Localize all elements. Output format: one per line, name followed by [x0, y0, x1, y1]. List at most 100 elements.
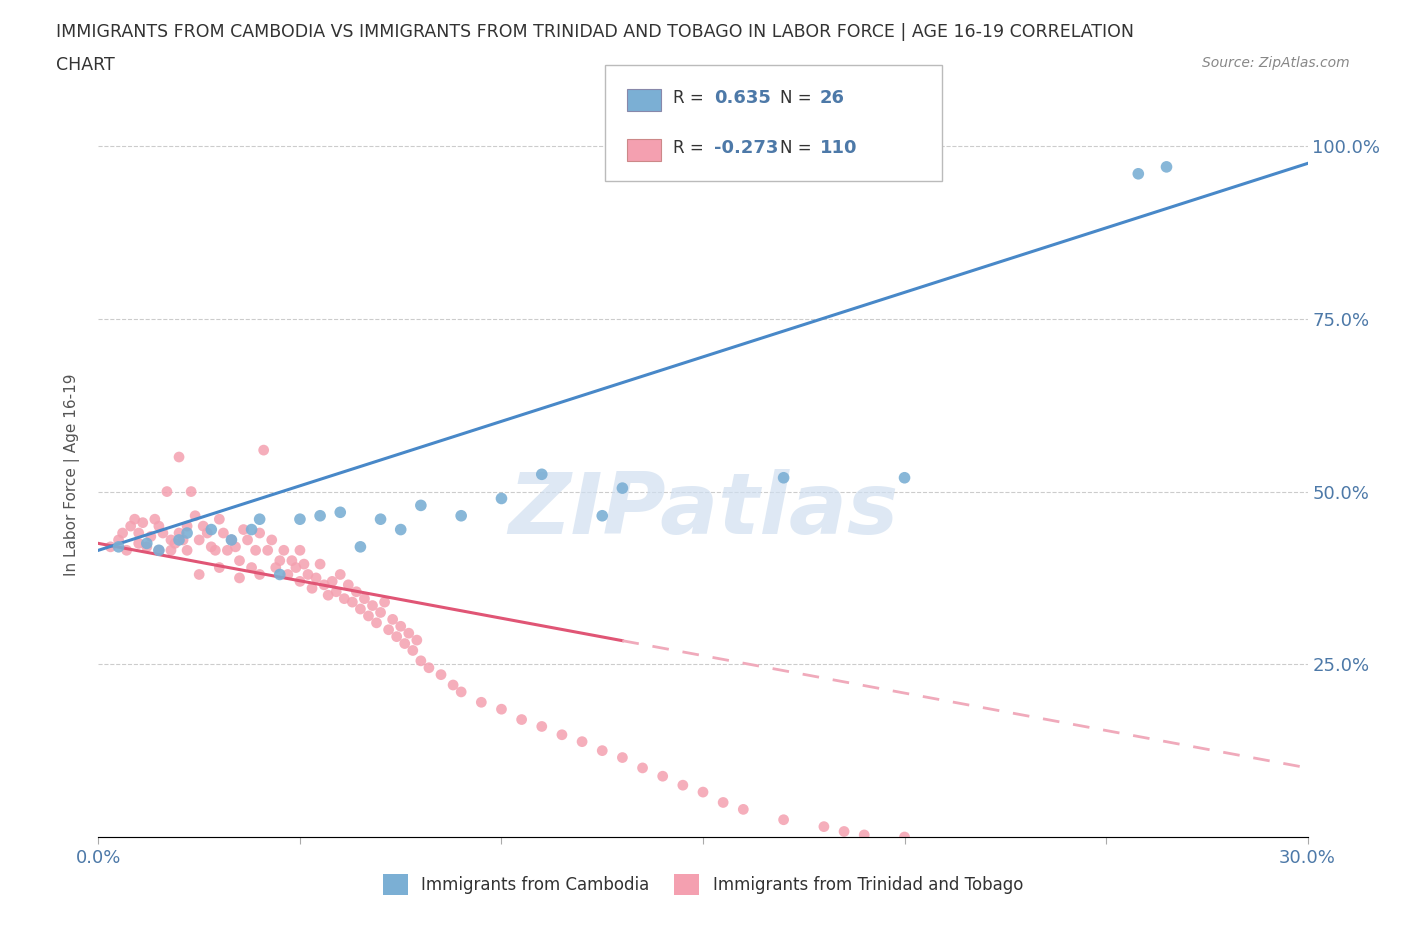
Point: [591, 743, 613, 758]
Point: [148, 519, 170, 534]
Text: R =: R =: [673, 89, 710, 107]
Point: [314, 578, 336, 592]
Point: [893, 830, 915, 844]
Point: [349, 602, 371, 617]
Point: [204, 543, 226, 558]
Point: [692, 785, 714, 800]
Point: [176, 525, 198, 540]
Point: [277, 567, 299, 582]
Point: [772, 471, 794, 485]
Point: [143, 512, 166, 526]
Point: [733, 802, 755, 817]
Point: [370, 605, 392, 620]
Point: [301, 581, 323, 596]
Point: [232, 522, 254, 537]
Point: [124, 512, 146, 526]
Point: [344, 584, 367, 599]
Point: [260, 533, 283, 548]
Point: [316, 588, 339, 603]
Point: [148, 543, 170, 558]
Point: [772, 812, 794, 827]
Point: [450, 684, 472, 699]
Point: [612, 751, 634, 765]
Point: [253, 443, 276, 458]
Point: [571, 734, 593, 749]
Point: [1128, 166, 1150, 181]
Point: [353, 591, 375, 606]
Point: [333, 591, 356, 606]
Point: [236, 533, 259, 548]
Point: [394, 636, 416, 651]
Point: [651, 769, 673, 784]
Point: [530, 467, 553, 482]
Text: 26: 26: [820, 89, 845, 107]
Point: [273, 543, 295, 558]
Point: [381, 612, 404, 627]
Point: [321, 574, 343, 589]
Point: [264, 560, 287, 575]
Point: [672, 777, 695, 792]
Point: [1156, 159, 1178, 174]
Point: [132, 515, 155, 530]
Point: [208, 512, 231, 526]
Text: -0.273: -0.273: [714, 140, 779, 157]
Point: [288, 512, 311, 526]
Point: [631, 761, 654, 776]
Point: [377, 622, 399, 637]
Point: [357, 608, 380, 623]
Point: [152, 525, 174, 540]
Point: [292, 557, 315, 572]
Text: 110: 110: [820, 140, 858, 157]
Point: [107, 539, 129, 554]
Point: [221, 533, 243, 548]
Point: [128, 536, 150, 551]
Point: [366, 616, 388, 631]
Point: [167, 533, 190, 548]
Point: [128, 525, 150, 540]
Point: [172, 533, 194, 548]
Point: [591, 509, 613, 524]
Point: [893, 471, 915, 485]
Text: N =: N =: [780, 89, 817, 107]
Point: [135, 539, 157, 554]
Point: [176, 543, 198, 558]
Text: N =: N =: [780, 140, 817, 157]
Point: [337, 578, 360, 592]
Point: [441, 678, 464, 693]
Point: [418, 660, 440, 675]
Point: [221, 533, 243, 548]
Point: [385, 630, 408, 644]
Point: [160, 543, 183, 558]
Point: [135, 536, 157, 551]
Text: 0.635: 0.635: [714, 89, 770, 107]
Point: [832, 824, 855, 839]
Point: [228, 570, 250, 585]
Point: [156, 485, 179, 499]
Text: R =: R =: [673, 140, 710, 157]
Point: [409, 654, 432, 669]
Point: [217, 543, 239, 558]
Point: [208, 560, 231, 575]
Point: [405, 632, 427, 647]
Point: [325, 584, 347, 599]
Point: [530, 719, 553, 734]
Point: [249, 512, 271, 526]
Point: [184, 509, 207, 524]
Point: [167, 525, 190, 540]
Point: [297, 567, 319, 582]
Point: [245, 543, 267, 558]
Y-axis label: In Labor Force | Age 16-19: In Labor Force | Age 16-19: [63, 373, 80, 576]
Point: [309, 557, 332, 572]
Point: [361, 598, 384, 613]
Point: [240, 560, 263, 575]
Point: [193, 519, 215, 534]
Legend: Immigrants from Cambodia, Immigrants from Trinidad and Tobago: Immigrants from Cambodia, Immigrants fro…: [377, 868, 1029, 901]
Point: [349, 539, 371, 554]
Point: [281, 553, 304, 568]
Point: [120, 519, 142, 534]
Point: [256, 543, 278, 558]
Point: [139, 529, 162, 544]
Point: [188, 533, 211, 548]
Point: [491, 702, 513, 717]
Point: [249, 567, 271, 582]
